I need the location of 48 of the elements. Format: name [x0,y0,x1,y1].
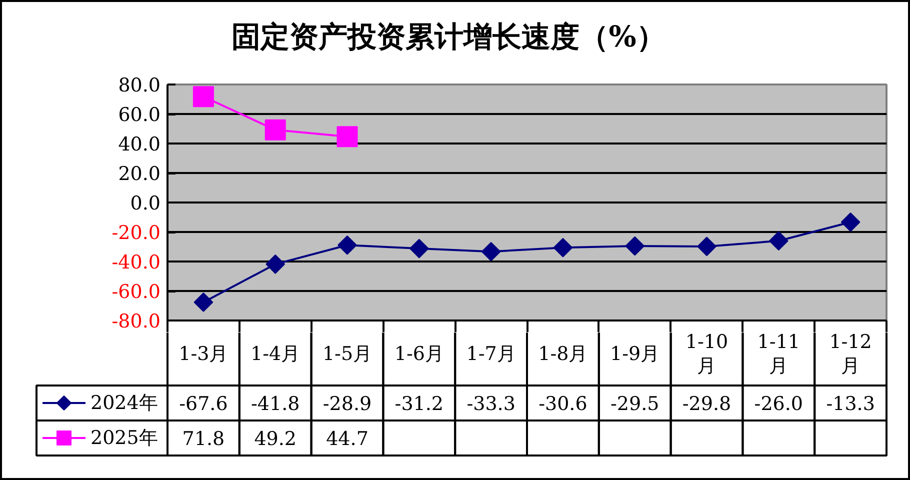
point [697,236,716,256]
y-tick-label: -20.0 [112,222,161,244]
x-tick-label: 1-3月 [178,343,228,365]
point [264,119,286,140]
point [338,235,357,255]
point [625,236,645,256]
legend-label: 2024年 [90,392,158,414]
x-tick-label: 1-12月 [829,330,872,378]
y-tick-label: -80.0 [112,310,161,332]
y-tick-label: 40.0 [118,134,161,156]
data-label: -29.5 [610,393,660,415]
data-label: -30.6 [538,393,588,415]
data-label: 44.7 [326,428,368,450]
data-label: -41.8 [250,393,300,415]
y-tick-label: 60.0 [118,104,161,126]
data-label: 71.8 [182,428,225,450]
x-tick-label: 1-7月 [466,343,516,365]
point [553,238,573,258]
y-tick-label: -40.0 [112,252,161,274]
data-label: -26.0 [754,393,804,415]
data-label: -33.3 [466,393,516,415]
x-tick-label: 1-4月 [250,343,300,365]
legend-label: 2025年 [90,427,158,449]
x-tick-label: 1-11月 [757,330,800,378]
point [768,231,788,251]
y-tick-label: 0.0 [130,192,160,214]
y-tick-label: -60.0 [112,281,161,303]
point [840,212,860,232]
data-label: -28.9 [322,393,372,415]
x-tick-label: 1-9月 [610,343,660,365]
data-label: -67.6 [179,393,228,415]
y-tick-label: 20.0 [118,163,161,185]
x-tick-label: 1-5月 [322,343,372,365]
point [194,292,214,312]
data-label: -31.2 [394,393,444,415]
point [336,126,358,148]
data-label: 49.2 [254,428,297,450]
x-tick-label: 1-8月 [538,343,588,365]
point [192,86,214,108]
point [266,254,286,274]
data-label: -29.8 [682,393,732,415]
point [409,238,429,258]
data-label: -13.3 [826,393,875,415]
chart-title: 固定资产投资累计增长速度（%） [232,20,666,54]
x-tick-label: 1-10月 [685,330,728,378]
y-tick-label: 80.0 [118,74,161,96]
point [481,242,501,262]
x-tick-label: 1-6月 [394,343,444,365]
